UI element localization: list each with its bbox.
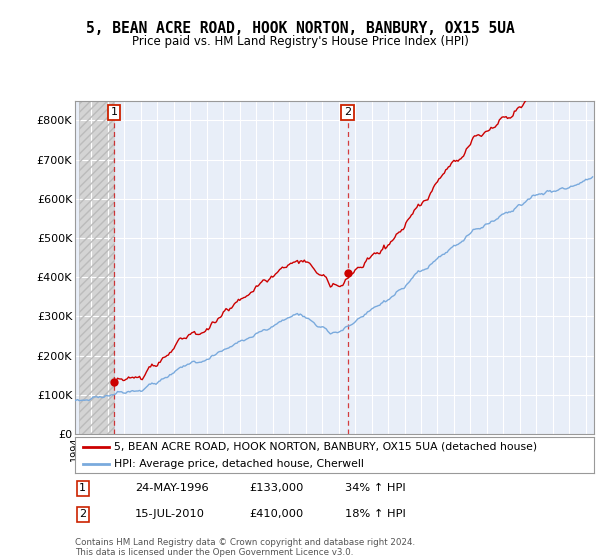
Text: HPI: Average price, detached house, Cherwell: HPI: Average price, detached house, Cher…: [114, 459, 364, 469]
Text: 1: 1: [79, 483, 86, 493]
Text: 34% ↑ HPI: 34% ↑ HPI: [345, 483, 406, 493]
Text: Price paid vs. HM Land Registry's House Price Index (HPI): Price paid vs. HM Land Registry's House …: [131, 35, 469, 48]
Text: £410,000: £410,000: [249, 509, 303, 519]
Bar: [79, 101, 114, 434]
Bar: [114, 101, 594, 434]
Text: 18% ↑ HPI: 18% ↑ HPI: [345, 509, 406, 519]
Text: 1: 1: [111, 108, 118, 118]
Text: 5, BEAN ACRE ROAD, HOOK NORTON, BANBURY, OX15 5UA: 5, BEAN ACRE ROAD, HOOK NORTON, BANBURY,…: [86, 21, 514, 36]
Bar: [79, 101, 114, 434]
Text: 2: 2: [79, 509, 86, 519]
Text: 24-MAY-1996: 24-MAY-1996: [135, 483, 209, 493]
Text: Contains HM Land Registry data © Crown copyright and database right 2024.
This d: Contains HM Land Registry data © Crown c…: [75, 538, 415, 557]
Text: 5, BEAN ACRE ROAD, HOOK NORTON, BANBURY, OX15 5UA (detached house): 5, BEAN ACRE ROAD, HOOK NORTON, BANBURY,…: [114, 442, 537, 452]
Text: 15-JUL-2010: 15-JUL-2010: [135, 509, 205, 519]
Text: 2: 2: [344, 108, 351, 118]
Text: £133,000: £133,000: [249, 483, 304, 493]
